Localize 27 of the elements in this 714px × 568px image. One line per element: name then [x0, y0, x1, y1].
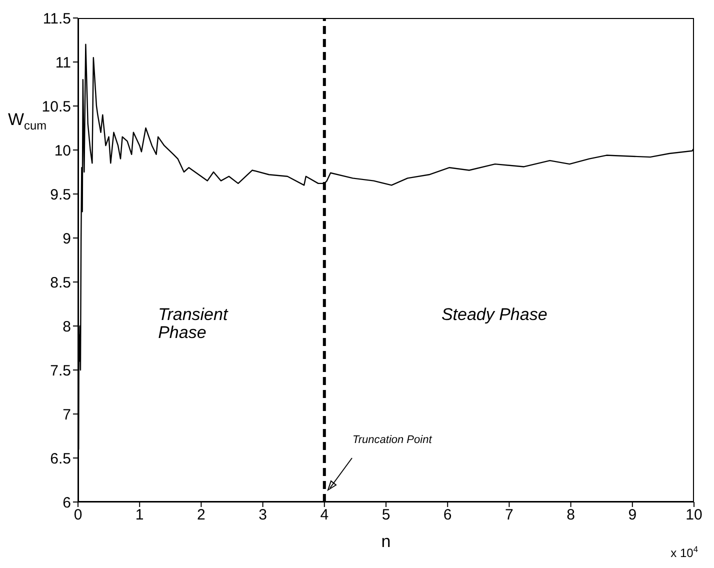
y-tick-label: 11 — [55, 54, 71, 72]
y-tick-label: 6 — [62, 494, 71, 512]
y-tick-label: 8.5 — [50, 274, 71, 292]
x-tick-label: 9 — [628, 506, 637, 524]
annotation: Truncation Point — [352, 434, 432, 446]
x-tick-label: 2 — [197, 506, 206, 524]
x-tick-label: 5 — [382, 506, 390, 524]
x-tick-label: 10 — [686, 506, 702, 524]
y-tick-label: 8 — [62, 318, 71, 336]
y-tick-label: 6.5 — [50, 450, 71, 468]
x-axis-title: n — [380, 532, 392, 552]
x-tick-label: 0 — [74, 506, 82, 524]
annotation: Transient Phase — [158, 305, 230, 342]
text: x 10$^{4}$ — [670, 544, 698, 560]
x-tick-label: 4 — [320, 506, 329, 524]
y-tick-label: 9.5 — [50, 186, 71, 204]
annotation: Steady Phase — [441, 305, 548, 324]
y-tick-label: 10 — [54, 142, 71, 160]
x-tick-label: 3 — [258, 506, 267, 524]
y-tick-label: 7 — [62, 406, 71, 424]
x-tick-label: 7 — [505, 506, 514, 524]
y-tick-label: 7.5 — [50, 362, 71, 380]
x-tick-label: 6 — [443, 506, 452, 524]
y-tick-label: 9 — [62, 230, 71, 248]
x-tick-label: 1 — [135, 506, 144, 524]
x-tick-label: 8 — [566, 506, 575, 524]
y-tick-label: 11.5 — [42, 10, 71, 28]
